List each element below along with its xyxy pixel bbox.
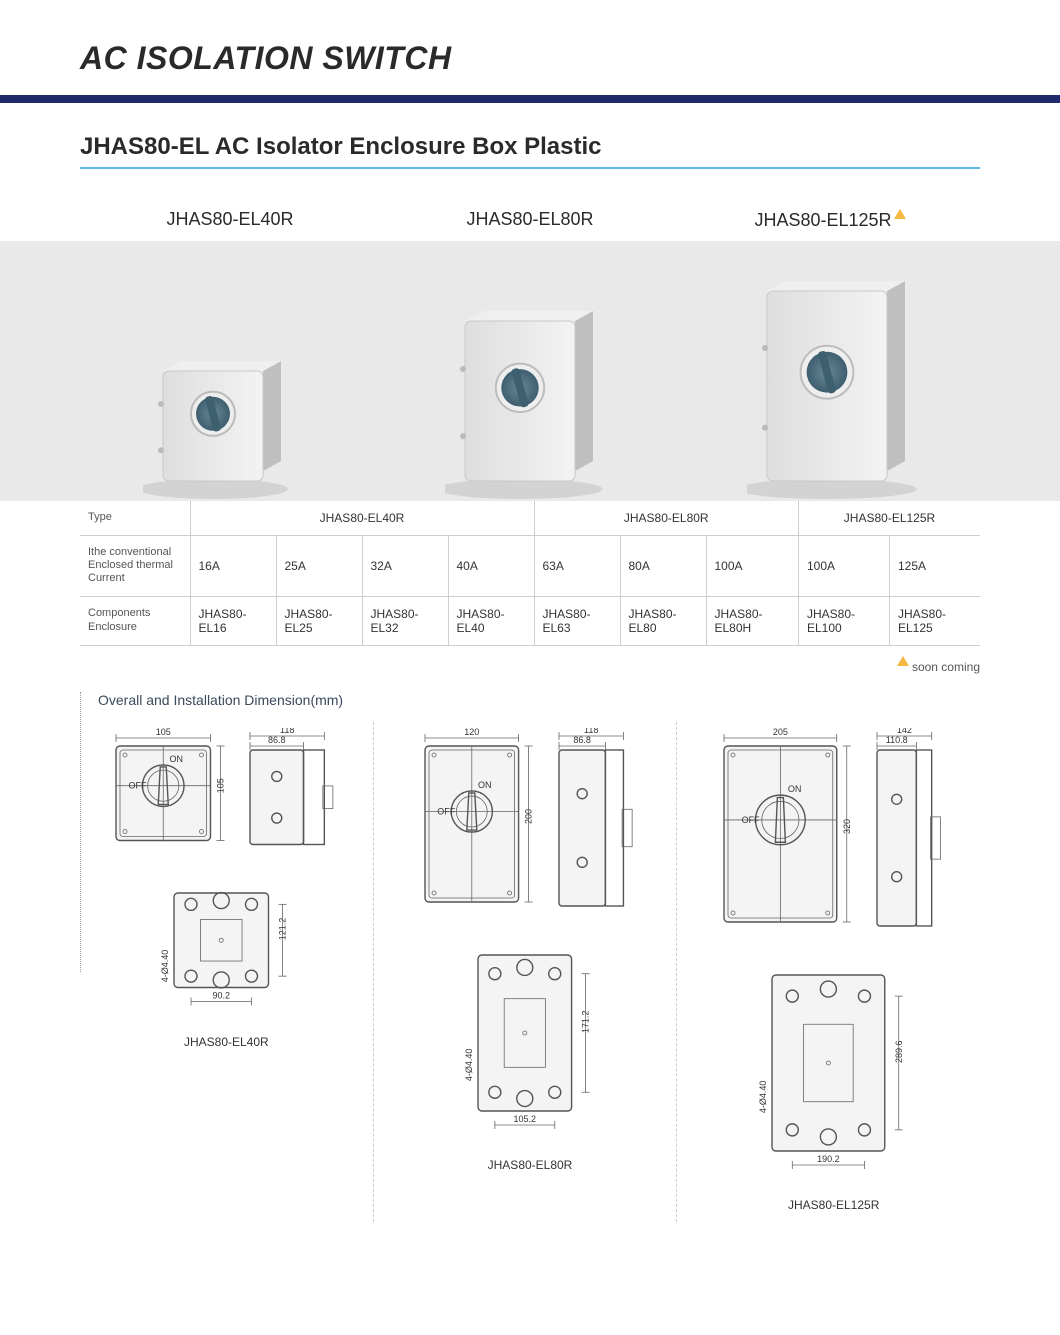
svg-text:200: 200 — [524, 809, 534, 824]
title-rule — [0, 95, 1060, 103]
dimension-column: 120 ON OFF 200 118 86.8 — [384, 722, 678, 1222]
svg-text:90.2: 90.2 — [213, 991, 231, 1001]
product-image-strip — [0, 241, 1060, 501]
spec-cell: JHAS80-EL63 — [534, 596, 620, 645]
spec-cell: JHAS80-EL40 — [448, 596, 534, 645]
product-label-text: JHAS80-EL40R — [166, 209, 293, 229]
product-label-text: JHAS80-EL80R — [466, 209, 593, 229]
svg-text:171.2: 171.2 — [581, 1010, 591, 1033]
svg-text:118: 118 — [280, 728, 294, 735]
dimension-top-row: 205 ON OFF 320 142 110.8 — [702, 728, 965, 945]
svg-text:OFF: OFF — [437, 806, 455, 816]
svg-text:120: 120 — [464, 728, 479, 737]
spec-cell: 25A — [276, 536, 362, 597]
subtitle-rule — [80, 167, 980, 169]
side-view-diagram: 118 86.8 — [244, 728, 358, 860]
svg-text:320: 320 — [842, 819, 852, 834]
product-image — [683, 261, 990, 501]
svg-text:105: 105 — [156, 728, 171, 737]
spec-cell: JHAS80-EL125 — [889, 596, 980, 645]
back-view-diagram: 4-Ø4.40 171.2 105.2 — [448, 943, 612, 1150]
svg-text:142: 142 — [897, 728, 912, 735]
svg-text:110.8: 110.8 — [885, 735, 907, 745]
spec-cell: 63A — [534, 536, 620, 597]
spec-cell: 40A — [448, 536, 534, 597]
spec-cell: JHAS80-EL80 — [620, 596, 706, 645]
spec-cell: 32A — [362, 536, 448, 597]
svg-text:105.2: 105.2 — [514, 1114, 537, 1124]
soon-coming-label: soon coming — [912, 660, 980, 674]
product-label: JHAS80-EL80R — [380, 209, 680, 231]
back-view-diagram: 4-Ø4.40 289.6 190.2 — [742, 963, 925, 1190]
svg-text:105: 105 — [215, 778, 225, 793]
soon-coming-note: soon coming — [80, 656, 980, 674]
spec-cell: 16A — [190, 536, 276, 597]
spec-cell: JHAS80-EL125R — [798, 501, 980, 536]
spec-table: TypeJHAS80-EL40RJHAS80-EL80RJHAS80-EL125… — [80, 501, 980, 646]
spec-cell: JHAS80-EL80R — [534, 501, 798, 536]
svg-text:121.2: 121.2 — [278, 918, 288, 941]
svg-text:118: 118 — [584, 728, 598, 735]
spec-cell: JHAS80-EL100 — [798, 596, 889, 645]
spec-cell: JHAS80-EL80H — [706, 596, 798, 645]
diagram-caption: JHAS80-EL80R — [488, 1158, 573, 1172]
warning-icon — [894, 209, 906, 219]
front-view-diagram: 205 ON OFF 320 — [702, 728, 859, 945]
front-view-diagram: 105 ON OFF 105 — [94, 728, 233, 864]
dimension-column: 205 ON OFF 320 142 110.8 — [687, 722, 980, 1222]
svg-text:ON: ON — [788, 784, 802, 794]
page-root: AC ISOLATION SWITCH JHAS80-EL AC Isolato… — [0, 0, 1060, 1282]
product-image — [377, 261, 684, 501]
diagram-caption: JHAS80-EL125R — [788, 1198, 879, 1212]
product-label-text: JHAS80-EL125R — [754, 210, 891, 230]
product-label: JHAS80-EL125R — [680, 209, 980, 231]
svg-text:4-Ø4.40: 4-Ø4.40 — [758, 1080, 768, 1113]
spec-cell: JHAS80-EL32 — [362, 596, 448, 645]
spec-cell: 80A — [620, 536, 706, 597]
spec-cell: JHAS80-EL40R — [190, 501, 534, 536]
side-view-diagram: 118 86.8 — [553, 728, 657, 921]
spec-row-label: Type — [80, 501, 190, 536]
spec-cell: 125A — [889, 536, 980, 597]
side-view-diagram: 142 110.8 — [871, 728, 966, 941]
front-view-diagram: 120 ON OFF 200 — [403, 728, 541, 925]
svg-text:OFF: OFF — [128, 780, 146, 790]
svg-text:190.2: 190.2 — [817, 1154, 840, 1164]
product-label: JHAS80-EL40R — [80, 209, 380, 231]
dimensions-grid: 105 ON OFF 105 118 86.8 — [80, 722, 980, 1222]
svg-text:205: 205 — [773, 728, 788, 737]
warning-icon — [897, 656, 909, 666]
svg-text:ON: ON — [478, 779, 492, 789]
svg-text:OFF: OFF — [742, 814, 760, 824]
spec-cell: 100A — [798, 536, 889, 597]
spec-cell: JHAS80-EL16 — [190, 596, 276, 645]
spec-cell: 100A — [706, 536, 798, 597]
dimensions-section: Overall and Installation Dimension(mm) 1… — [80, 692, 980, 1222]
dimension-top-row: 105 ON OFF 105 118 86.8 — [94, 728, 359, 864]
spec-row-label: Components Enclosure — [80, 596, 190, 645]
back-view-diagram: 4-Ø4.40 121.2 90.2 — [144, 881, 309, 1027]
spec-cell: JHAS80-EL25 — [276, 596, 362, 645]
subtitle: JHAS80-EL AC Isolator Enclosure Box Plas… — [80, 133, 990, 161]
svg-text:4-Ø4.40: 4-Ø4.40 — [160, 950, 170, 983]
page-title: AC ISOLATION SWITCH — [80, 40, 990, 77]
dimension-top-row: 120 ON OFF 200 118 86.8 — [403, 728, 657, 925]
product-image — [70, 261, 377, 501]
spec-row-label: Ithe conventional Enclosed thermal Curre… — [80, 536, 190, 597]
svg-text:86.8: 86.8 — [573, 735, 591, 745]
svg-text:289.6: 289.6 — [894, 1040, 904, 1063]
svg-text:ON: ON — [169, 753, 183, 763]
svg-text:4-Ø4.40: 4-Ø4.40 — [464, 1048, 474, 1081]
dimension-column: 105 ON OFF 105 118 86.8 — [80, 722, 374, 1222]
diagram-caption: JHAS80-EL40R — [184, 1035, 269, 1049]
dimensions-title: Overall and Installation Dimension(mm) — [80, 692, 980, 708]
svg-text:86.8: 86.8 — [268, 735, 286, 745]
product-label-row: JHAS80-EL40R JHAS80-EL80R JHAS80-EL125R — [80, 209, 980, 231]
